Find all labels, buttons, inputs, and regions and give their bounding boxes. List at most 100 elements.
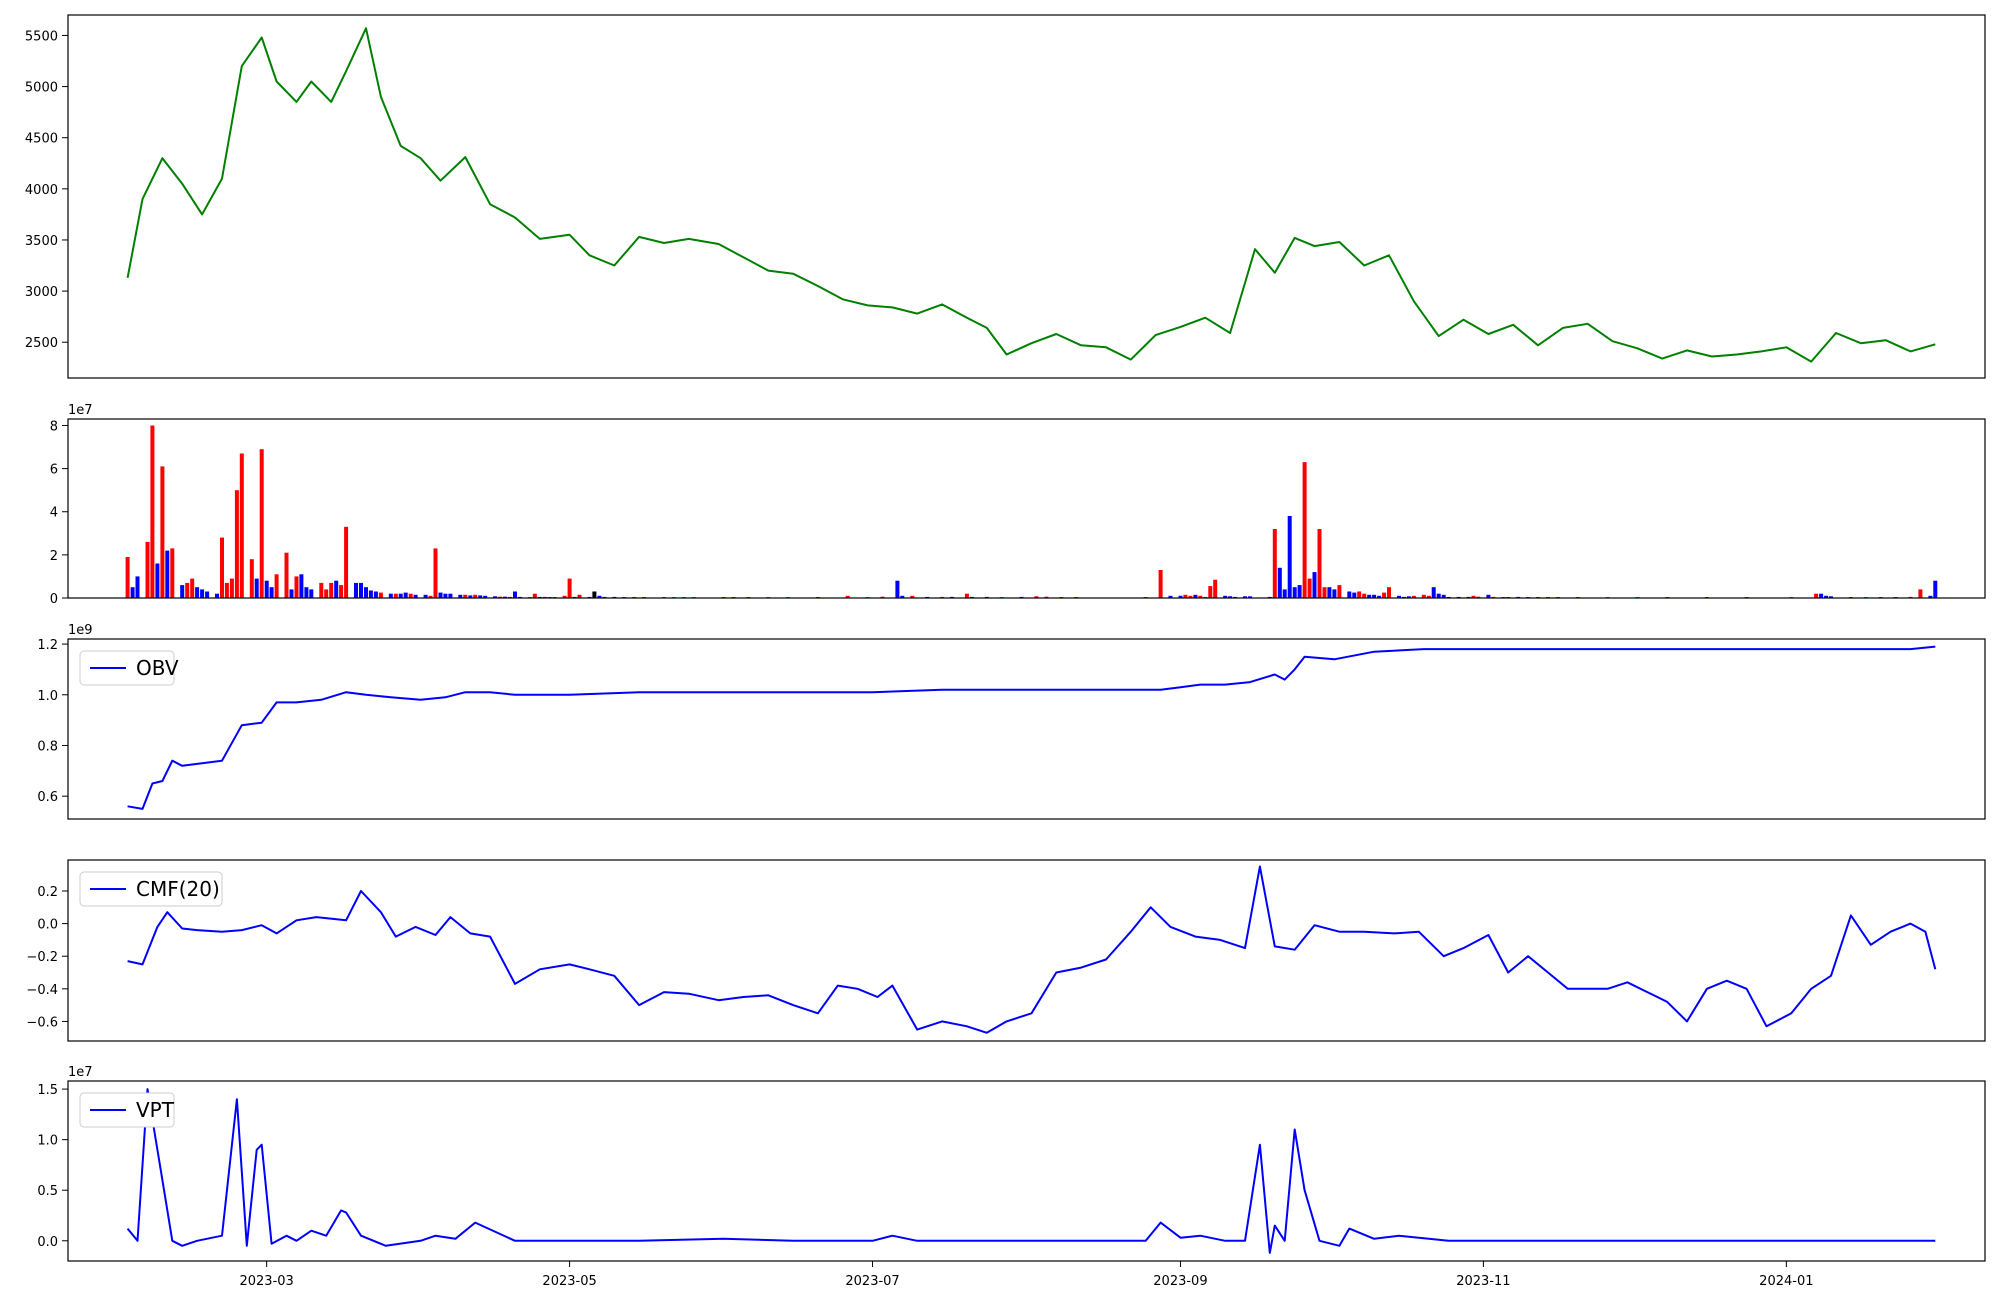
volume-bar bbox=[1421, 594, 1426, 598]
volume-bar bbox=[1829, 596, 1833, 598]
volume-bar bbox=[1312, 572, 1317, 598]
volume-bar bbox=[319, 582, 324, 598]
volume-bar bbox=[1248, 596, 1252, 598]
volume-bar bbox=[304, 587, 309, 598]
series-line-obv bbox=[127, 645, 1936, 810]
volume-bar bbox=[1362, 593, 1367, 598]
volume-bar bbox=[1387, 587, 1391, 598]
volume-bar bbox=[368, 590, 373, 598]
volume-bar bbox=[324, 589, 329, 598]
series-line-vpt bbox=[126, 1088, 1936, 1254]
volume-bar bbox=[1352, 592, 1357, 598]
panel-frame-volume bbox=[67, 418, 1986, 599]
volume-bar bbox=[1188, 595, 1193, 598]
volume-bar bbox=[1933, 580, 1938, 598]
volume-bar bbox=[1347, 591, 1352, 598]
volume-bar bbox=[393, 593, 398, 598]
volume-bar bbox=[910, 595, 915, 598]
volume-bar bbox=[1928, 595, 1933, 598]
volume-bar bbox=[1223, 595, 1228, 598]
volume-bar bbox=[1198, 595, 1203, 598]
volume-bar bbox=[299, 574, 304, 598]
volume-bar bbox=[1382, 592, 1387, 598]
volume-bar bbox=[428, 595, 433, 598]
panel-frame-vpt bbox=[67, 1080, 1986, 1262]
volume-bar bbox=[1486, 594, 1491, 598]
volume-bar bbox=[234, 490, 239, 598]
volume-bar bbox=[880, 596, 885, 598]
y-tick-label-volume: 6 bbox=[50, 463, 58, 478]
volume-bar bbox=[1426, 595, 1431, 598]
volume-bar bbox=[532, 593, 537, 598]
volume-bar bbox=[294, 576, 299, 598]
volume-bar bbox=[468, 595, 473, 598]
volume-bar bbox=[195, 587, 200, 598]
legend-box-vpt bbox=[79, 1092, 175, 1128]
series-line-price bbox=[126, 27, 1936, 363]
x-tick-label: 2023-07 bbox=[845, 1274, 899, 1289]
volume-bar bbox=[239, 453, 244, 598]
volume-bar bbox=[259, 449, 264, 598]
volume-bar bbox=[334, 580, 339, 598]
volume-bar bbox=[1411, 595, 1416, 598]
volume-bar bbox=[448, 593, 453, 598]
volume-bar bbox=[473, 594, 478, 598]
y-tick-label-vpt: 1.0 bbox=[37, 1134, 58, 1149]
volume-bar bbox=[1158, 570, 1163, 598]
volume-bar bbox=[413, 594, 418, 598]
volume-bar bbox=[220, 537, 224, 598]
volume-bar bbox=[289, 589, 294, 598]
volume-bar bbox=[150, 425, 155, 598]
volume-bar bbox=[1471, 595, 1476, 598]
volume-bar bbox=[344, 526, 349, 598]
y-tick-label-cmf: −0.4 bbox=[26, 983, 58, 998]
volume-bar bbox=[1302, 462, 1307, 598]
y-tick-label-price: 4000 bbox=[25, 183, 58, 198]
y-tick-label-volume: 8 bbox=[50, 419, 58, 434]
volume-bar bbox=[373, 591, 378, 598]
volume-bar bbox=[135, 576, 140, 598]
legend-box-cmf bbox=[79, 871, 223, 907]
y-tick-label-vpt: 0.0 bbox=[37, 1235, 58, 1250]
y-tick-label-price: 3500 bbox=[25, 234, 58, 249]
volume-bar bbox=[1327, 587, 1332, 598]
volume-bar bbox=[1406, 596, 1411, 598]
volume-bar bbox=[160, 466, 165, 598]
volume-bar bbox=[1317, 529, 1322, 598]
y-tick-label-volume: 2 bbox=[50, 549, 58, 564]
volume-bar bbox=[438, 592, 443, 598]
volume-bar bbox=[339, 585, 344, 598]
y-tick-label-price: 5500 bbox=[25, 29, 58, 44]
volume-bar bbox=[359, 582, 363, 598]
y-tick-label-volume: 4 bbox=[50, 506, 58, 521]
y-tick-label-price: 3000 bbox=[25, 285, 58, 300]
volume-bar bbox=[229, 578, 234, 598]
volume-bar bbox=[423, 594, 428, 598]
volume-bar bbox=[190, 578, 195, 598]
volume-bar bbox=[309, 589, 314, 598]
volume-bar bbox=[1814, 593, 1819, 598]
volume-bar bbox=[1372, 594, 1377, 598]
volume-bar bbox=[1431, 587, 1436, 598]
y-tick-label-obv: 0.8 bbox=[37, 739, 58, 754]
legend-label-cmf: CMF(20) bbox=[136, 877, 220, 901]
y-tick-label-cmf: −0.6 bbox=[26, 1015, 58, 1030]
volume-bar bbox=[388, 593, 393, 598]
x-tick-label: 2023-03 bbox=[239, 1274, 293, 1289]
y-tick-label-price: 5000 bbox=[25, 81, 58, 96]
volume-bar bbox=[895, 580, 900, 598]
volume-bar bbox=[513, 591, 517, 598]
volume-bar bbox=[284, 552, 289, 598]
volume-bar bbox=[200, 589, 205, 598]
volume-bar bbox=[408, 593, 413, 598]
volume-bar bbox=[493, 596, 498, 598]
y-tick-label-volume: 0 bbox=[50, 592, 58, 607]
volume-bar bbox=[125, 557, 130, 598]
volume-bar bbox=[463, 594, 468, 598]
volume-bar bbox=[224, 582, 229, 598]
volume-bar bbox=[498, 596, 503, 598]
volume-bar bbox=[1307, 578, 1312, 598]
volume-bar bbox=[1824, 595, 1829, 598]
